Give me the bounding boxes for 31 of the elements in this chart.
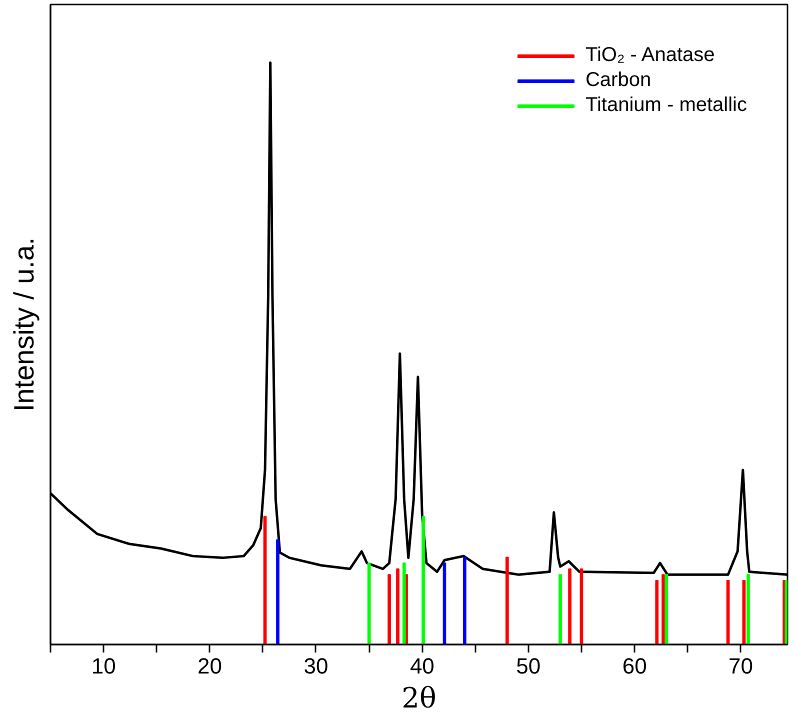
x-tick-label: 40 <box>410 654 434 678</box>
x-tick-label: 10 <box>91 654 116 678</box>
x-tick-label: 50 <box>516 654 541 678</box>
bar <box>396 568 400 644</box>
bar <box>568 568 572 644</box>
x-tick-label: 60 <box>622 654 647 678</box>
bar <box>388 574 391 644</box>
bar <box>580 568 584 644</box>
x-axis-title: 2θ <box>402 682 436 714</box>
bar <box>726 580 730 644</box>
bar <box>662 574 665 644</box>
bar <box>462 556 466 644</box>
bar <box>742 580 746 644</box>
bar <box>664 574 668 644</box>
bar <box>276 539 280 644</box>
bar <box>367 562 371 644</box>
bar <box>746 574 750 644</box>
legend-label: TiO₂ - Anatase <box>585 44 715 67</box>
bar <box>505 556 509 644</box>
bar <box>422 516 425 644</box>
bar <box>558 574 562 644</box>
x-tick-label: 30 <box>304 654 328 678</box>
bar <box>402 562 406 644</box>
x-tick-label: 20 <box>198 654 222 678</box>
bar <box>263 516 267 644</box>
legend-label: Carbon <box>585 69 652 92</box>
y-axis-title: Intensity / u.a. <box>8 237 40 412</box>
bar <box>655 580 659 644</box>
legend-label: Titanium - metallic <box>585 94 747 117</box>
x-tick-label: 70 <box>728 654 754 678</box>
bar <box>442 562 446 644</box>
